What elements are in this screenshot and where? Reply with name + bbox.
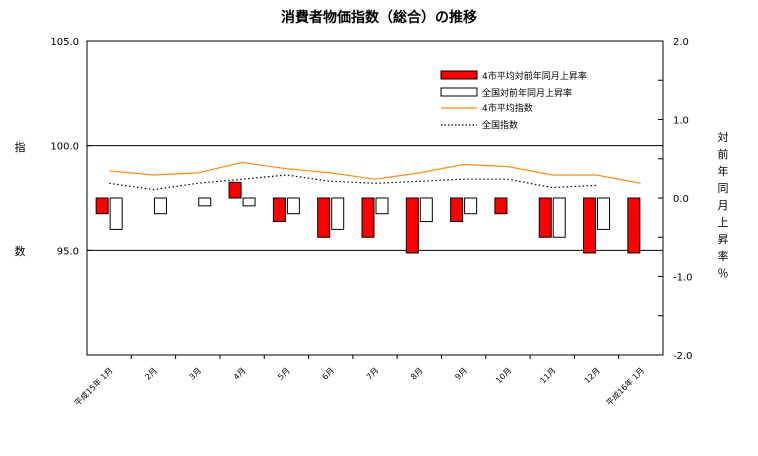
right-axis-label-char: 月: [718, 199, 729, 212]
x-tick-label: 9月: [453, 366, 469, 382]
x-tick-label: 12月: [583, 366, 602, 385]
right-tick-label: 0.0: [673, 194, 689, 205]
right-axis-label-char: 上: [718, 216, 729, 229]
x-tick-label: 7月: [365, 366, 381, 382]
legend-swatch-national-rate: [440, 87, 478, 97]
bar-series: [95, 181, 641, 254]
legend: 4市平均対前年同月上昇率 全国対前年同月上昇率 4市平均指数 全国指数: [433, 66, 616, 133]
right-tick-label: -1.0: [673, 273, 693, 284]
x-tick-label: 4月: [232, 366, 248, 382]
bar-city-rate: [450, 197, 464, 223]
x-tick-label: 平成16年 1月: [604, 365, 646, 407]
line-series: [109, 161, 641, 191]
right-axis-label: 対前年同月上昇率 ％: [718, 130, 729, 280]
left-tick-label: 100.0: [50, 142, 79, 153]
bar-city-rate: [95, 197, 109, 215]
bar-national-rate: [464, 197, 478, 215]
right-axis-label-char: 前: [718, 147, 729, 161]
bar-city-rate: [317, 197, 331, 238]
bar-city-rate: [583, 197, 597, 254]
bar-national-rate: [597, 197, 611, 230]
x-tick-label: 平成15年 1月: [72, 365, 114, 407]
bar-city-rate: [361, 197, 375, 238]
bar-city-rate: [494, 197, 508, 215]
bar-national-rate: [375, 197, 389, 215]
legend-label-city-index: 4市平均指数: [482, 102, 533, 114]
bar-city-rate: [405, 197, 419, 254]
x-tick-label: 2月: [143, 366, 159, 382]
bar-city-rate: [228, 181, 242, 199]
bar-city-rate: [538, 197, 552, 238]
x-tick-label: 11月: [538, 366, 557, 385]
bar-national-rate: [153, 197, 167, 215]
legend-label-city-rate: 4市平均対前年同月上昇率: [482, 70, 587, 82]
legend-label-national-index: 全国指数: [482, 119, 518, 131]
x-tick-label: 8月: [409, 366, 425, 382]
x-tick-label: 5月: [276, 366, 292, 382]
right-axis-ticks: 2.0 1.0 0.0 -1.0 -2.0: [658, 37, 693, 362]
chart-title: 消費者物価指数（総合）の推移: [281, 9, 477, 26]
x-axis-ticks: 平成15年 1月 2月 3月 4月 5月 6月 7月 8月 9月 10月 11月 12月 平成16年 1…: [72, 355, 646, 408]
right-axis-label-char: 年: [718, 164, 729, 178]
right-axis-label-char: 昇: [718, 233, 729, 246]
x-tick-label: 3月: [188, 366, 204, 382]
bar-national-rate: [419, 197, 433, 223]
bar-national-rate: [331, 197, 345, 230]
left-tick-label: 105.0: [50, 37, 79, 48]
bar-city-rate: [272, 197, 286, 223]
left-axis-ticks: 105.0 100.0 95.0: [50, 37, 663, 257]
line-national-index: [109, 174, 597, 191]
left-axis-label-char-1: 指: [15, 140, 26, 154]
right-tick-label: 2.0: [673, 37, 689, 48]
bar-national-rate: [242, 197, 256, 207]
right-tick-label: -2.0: [673, 351, 693, 362]
bar-national-rate: [198, 197, 212, 207]
right-axis-label-char: ％: [718, 267, 729, 280]
legend-swatch-city-rate: [440, 70, 478, 80]
bar-national-rate: [109, 197, 123, 230]
left-axis-label-char-2: 数: [15, 245, 26, 258]
bar-city-rate: [627, 197, 641, 254]
x-tick-label: 10月: [494, 366, 513, 385]
right-axis-label-char: 同: [718, 182, 729, 195]
bar-national-rate: [286, 197, 300, 215]
right-tick-label: 1.0: [673, 116, 689, 127]
right-axis-label-char: 対: [718, 130, 729, 144]
bar-national-rate: [552, 197, 566, 238]
left-tick-label: 95.0: [57, 246, 79, 257]
line-city-index: [109, 161, 641, 184]
x-tick-label: 6月: [320, 366, 336, 382]
legend-label-national-rate: 全国対前年同月上昇率: [482, 87, 572, 99]
right-axis-label-char: 率: [718, 249, 729, 263]
